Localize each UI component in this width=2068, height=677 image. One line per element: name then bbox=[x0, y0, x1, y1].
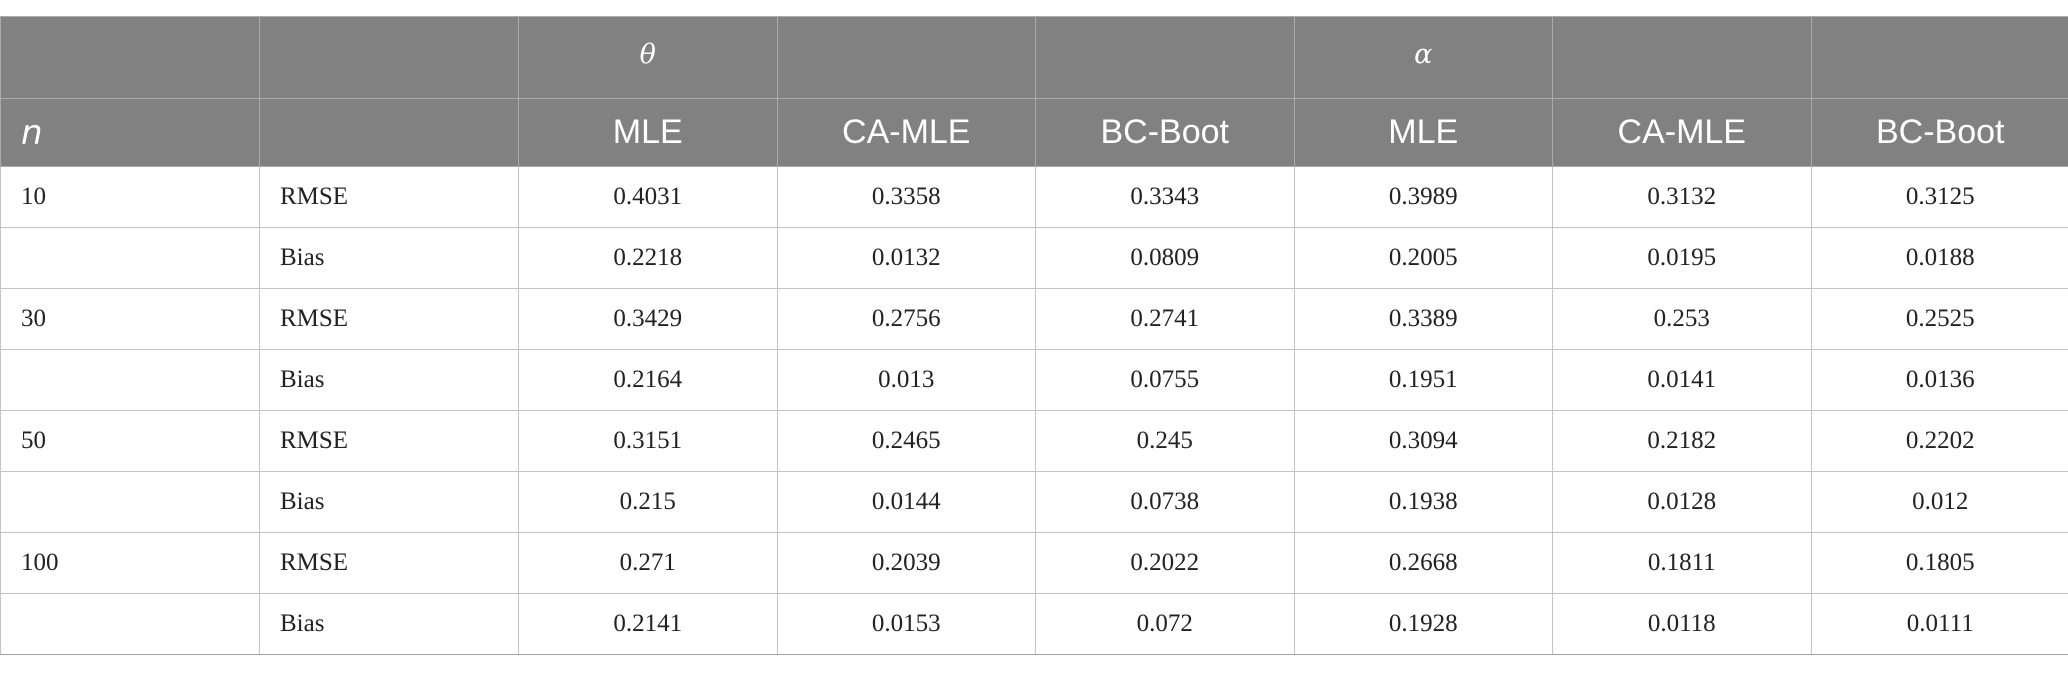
sample-size-cell: 10 bbox=[0, 166, 260, 228]
value-cell: 0.2022 bbox=[1035, 532, 1295, 594]
value-cell: 0.3429 bbox=[518, 288, 778, 350]
value-cell: 0.1928 bbox=[1293, 593, 1553, 655]
sample-size-cell: 30 bbox=[0, 288, 260, 350]
sample-size-cell: 100 bbox=[0, 532, 260, 594]
column-header-stat bbox=[259, 98, 519, 167]
value-cell: 0.0809 bbox=[1035, 227, 1295, 289]
value-cell: 0.2218 bbox=[518, 227, 778, 289]
statistic-cell: Bias bbox=[259, 471, 519, 533]
value-cell: 0.2465 bbox=[776, 410, 1036, 472]
value-cell: 0.0132 bbox=[776, 227, 1036, 289]
column-header-alpha-mle: MLE bbox=[1293, 98, 1553, 167]
value-cell: 0.0128 bbox=[1552, 471, 1812, 533]
table-row: Bias 0.2164 0.013 0.0755 0.1951 0.0141 0… bbox=[0, 349, 2068, 411]
table-row: Bias 0.2141 0.0153 0.072 0.1928 0.0118 0… bbox=[0, 593, 2068, 655]
value-cell: 0.0195 bbox=[1552, 227, 1812, 289]
table-row: 10 RMSE 0.4031 0.3358 0.3343 0.3989 0.31… bbox=[0, 166, 2068, 228]
value-cell: 0.0111 bbox=[1810, 593, 2068, 655]
value-cell: 0.2164 bbox=[518, 349, 778, 411]
value-cell: 0.3389 bbox=[1293, 288, 1553, 350]
sample-size-cell: 50 bbox=[0, 410, 260, 472]
value-cell: 0.2005 bbox=[1293, 227, 1553, 289]
value-cell: 0.2756 bbox=[776, 288, 1036, 350]
value-cell: 0.2141 bbox=[518, 593, 778, 655]
results-table: θ α n MLE CA-MLE BC-Boot MLE CA-MLE BC-B… bbox=[0, 16, 2068, 655]
column-header-theta-ca-mle: CA-MLE bbox=[776, 98, 1036, 167]
value-cell: 0.253 bbox=[1552, 288, 1812, 350]
sample-size-cell bbox=[0, 471, 260, 533]
value-cell: 0.0738 bbox=[1035, 471, 1295, 533]
value-cell: 0.2039 bbox=[776, 532, 1036, 594]
value-cell: 0.2741 bbox=[1035, 288, 1295, 350]
value-cell: 0.3151 bbox=[518, 410, 778, 472]
results-table-container: θ α n MLE CA-MLE BC-Boot MLE CA-MLE BC-B… bbox=[0, 16, 2068, 655]
column-header-alpha-bc-boot: BC-Boot bbox=[1810, 98, 2068, 167]
statistic-cell: RMSE bbox=[259, 166, 519, 228]
sample-size-cell bbox=[0, 593, 260, 655]
value-cell: 0.2202 bbox=[1810, 410, 2068, 472]
column-header-n: n bbox=[0, 98, 260, 167]
value-cell: 0.271 bbox=[518, 532, 778, 594]
value-cell: 0.013 bbox=[776, 349, 1036, 411]
statistic-cell: RMSE bbox=[259, 532, 519, 594]
table-body: 10 RMSE 0.4031 0.3358 0.3343 0.3989 0.31… bbox=[0, 166, 2068, 655]
value-cell: 0.3343 bbox=[1035, 166, 1295, 228]
column-header-alpha-ca-mle: CA-MLE bbox=[1552, 98, 1812, 167]
value-cell: 0.0188 bbox=[1810, 227, 2068, 289]
value-cell: 0.072 bbox=[1035, 593, 1295, 655]
table-row: Bias 0.215 0.0144 0.0738 0.1938 0.0128 0… bbox=[0, 471, 2068, 533]
value-cell: 0.1811 bbox=[1552, 532, 1812, 594]
statistic-cell: Bias bbox=[259, 349, 519, 411]
value-cell: 0.2182 bbox=[1552, 410, 1812, 472]
sample-size-cell bbox=[0, 227, 260, 289]
table-row: 50 RMSE 0.3151 0.2465 0.245 0.3094 0.218… bbox=[0, 410, 2068, 472]
table-row: Bias 0.2218 0.0132 0.0809 0.2005 0.0195 … bbox=[0, 227, 2068, 289]
value-cell: 0.3132 bbox=[1552, 166, 1812, 228]
header-column-row: n MLE CA-MLE BC-Boot MLE CA-MLE BC-Boot bbox=[0, 98, 2068, 167]
statistic-cell: RMSE bbox=[259, 288, 519, 350]
value-cell: 0.3125 bbox=[1810, 166, 2068, 228]
value-cell: 0.0118 bbox=[1552, 593, 1812, 655]
table-row: 100 RMSE 0.271 0.2039 0.2022 0.2668 0.18… bbox=[0, 532, 2068, 594]
value-cell: 0.012 bbox=[1810, 471, 2068, 533]
statistic-cell: Bias bbox=[259, 227, 519, 289]
group-header-cell bbox=[1810, 16, 2068, 99]
group-header-cell bbox=[0, 16, 260, 99]
column-header-theta-bc-boot: BC-Boot bbox=[1035, 98, 1295, 167]
value-cell: 0.245 bbox=[1035, 410, 1295, 472]
value-cell: 0.1938 bbox=[1293, 471, 1553, 533]
value-cell: 0.1805 bbox=[1810, 532, 2068, 594]
table-row: 30 RMSE 0.3429 0.2756 0.2741 0.3389 0.25… bbox=[0, 288, 2068, 350]
value-cell: 0.3989 bbox=[1293, 166, 1553, 228]
table-header: θ α n MLE CA-MLE BC-Boot MLE CA-MLE BC-B… bbox=[0, 16, 2068, 167]
value-cell: 0.2525 bbox=[1810, 288, 2068, 350]
statistic-cell: RMSE bbox=[259, 410, 519, 472]
sample-size-cell bbox=[0, 349, 260, 411]
value-cell: 0.215 bbox=[518, 471, 778, 533]
value-cell: 0.0755 bbox=[1035, 349, 1295, 411]
group-header-theta: θ bbox=[518, 16, 778, 99]
value-cell: 0.0144 bbox=[776, 471, 1036, 533]
column-header-theta-mle: MLE bbox=[518, 98, 778, 167]
value-cell: 0.0141 bbox=[1552, 349, 1812, 411]
value-cell: 0.3358 bbox=[776, 166, 1036, 228]
value-cell: 0.1951 bbox=[1293, 349, 1553, 411]
group-header-cell bbox=[259, 16, 519, 99]
value-cell: 0.2668 bbox=[1293, 532, 1553, 594]
value-cell: 0.4031 bbox=[518, 166, 778, 228]
group-header-cell bbox=[1552, 16, 1812, 99]
group-header-cell bbox=[1035, 16, 1295, 99]
value-cell: 0.3094 bbox=[1293, 410, 1553, 472]
statistic-cell: Bias bbox=[259, 593, 519, 655]
header-group-row: θ α bbox=[0, 16, 2068, 99]
value-cell: 0.0153 bbox=[776, 593, 1036, 655]
group-header-cell bbox=[776, 16, 1036, 99]
value-cell: 0.0136 bbox=[1810, 349, 2068, 411]
group-header-alpha: α bbox=[1293, 16, 1553, 99]
